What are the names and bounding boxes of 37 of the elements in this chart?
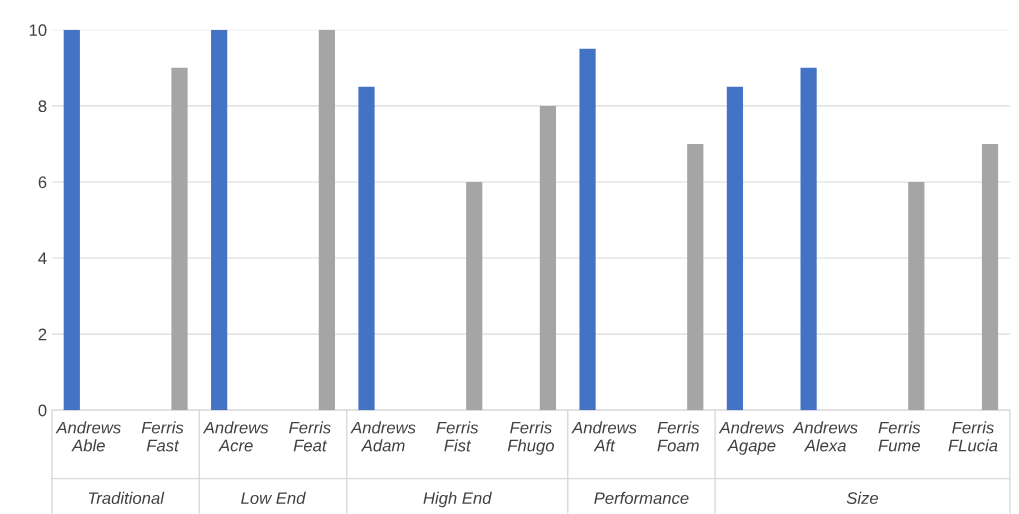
bar [171, 67, 188, 411]
bar [63, 29, 80, 411]
y-tick-label: 2 [38, 328, 47, 341]
bar [539, 105, 557, 411]
x-tick-label: Andrews Acre [202, 421, 269, 452]
bar [211, 29, 228, 411]
text: Low End [241, 491, 306, 505]
x-tick-label: Andrews Adam [350, 421, 416, 452]
x-tick-label: Ferris Fist [436, 421, 479, 452]
bar [579, 48, 596, 411]
x-tick-label: Ferris Fhugo [507, 421, 554, 455]
x-tick-label: Ferris Feat [289, 421, 331, 452]
bar [358, 86, 375, 411]
bar [908, 181, 925, 411]
bar [726, 86, 744, 411]
x-tick-label: Ferris Foam [657, 421, 700, 452]
bar [981, 143, 999, 411]
text: Size [846, 491, 879, 505]
x-tick-label: Andrews Alexa [792, 421, 858, 452]
text: Performance [594, 491, 689, 505]
x-tick-label: Andrews Aft [571, 421, 637, 452]
x-tick-label: Ferris Fast [141, 421, 184, 452]
bar [800, 67, 817, 411]
y-tick-label: 10 [29, 24, 47, 37]
y-tick-label: 0 [38, 404, 47, 417]
y-tick-label: 4 [38, 252, 47, 265]
x-tick-label: Andrews Able [55, 421, 121, 452]
x-tick-label: Ferris FLucia [948, 421, 998, 452]
bar [318, 29, 335, 411]
x-tick-label: Andrews Agape [718, 421, 785, 455]
y-tick-label: 6 [38, 176, 47, 189]
x-tick-label: Ferris Fume [878, 421, 921, 452]
text: High End [423, 491, 492, 508]
text: Traditional [88, 491, 165, 505]
bar [687, 143, 704, 411]
bar [466, 181, 483, 411]
y-tick-label: 8 [38, 100, 47, 113]
